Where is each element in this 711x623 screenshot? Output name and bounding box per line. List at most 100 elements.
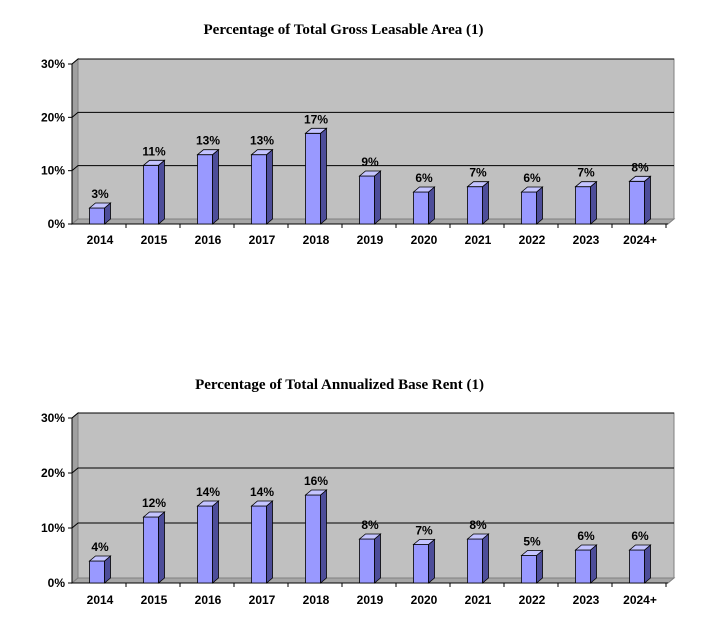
bar-side	[536, 549, 543, 584]
bar-side	[482, 533, 489, 584]
plot-side-wall	[71, 57, 79, 226]
bar-side	[428, 538, 435, 584]
x-tick-label: 2024+	[623, 593, 657, 607]
bar-top	[250, 149, 274, 156]
bar-top	[466, 181, 490, 188]
bar-top	[412, 186, 436, 193]
bar-front	[89, 207, 105, 225]
x-tick-label: 2021	[465, 593, 492, 607]
bar-front	[575, 186, 591, 225]
x-tick-label: 2021	[465, 233, 492, 247]
data-label: 7%	[577, 166, 595, 180]
bar-top	[466, 533, 490, 540]
data-label: 13%	[250, 134, 274, 148]
gridline	[71, 467, 674, 474]
bar-side	[266, 500, 273, 584]
bar-top	[520, 186, 544, 193]
data-label: 8%	[469, 518, 487, 532]
bar-top	[304, 127, 328, 134]
bar	[412, 186, 436, 225]
data-label: 11%	[142, 144, 166, 158]
bar-side	[374, 533, 381, 584]
bar-front	[521, 191, 537, 225]
y-tick-label: 10%	[41, 164, 65, 178]
bar-front	[197, 154, 213, 225]
data-label: 5%	[523, 535, 541, 549]
bar	[304, 127, 328, 225]
bar	[304, 489, 328, 584]
bar-top	[142, 159, 166, 166]
chart-title-base-rent: Percentage of Total Annualized Base Rent…	[195, 377, 484, 393]
bar-top	[358, 170, 382, 177]
x-tick-label: 2020	[411, 593, 438, 607]
data-label: 3%	[91, 187, 109, 201]
bar-side	[590, 544, 597, 584]
y-tick-label: 30%	[41, 411, 65, 425]
x-tick-label: 2017	[249, 593, 276, 607]
bar-front	[521, 555, 537, 584]
bar-front	[413, 191, 429, 225]
bar-top	[358, 533, 382, 540]
bar	[196, 148, 220, 225]
bar	[520, 186, 544, 225]
bar	[196, 500, 220, 584]
y-tick-label: 0%	[48, 217, 66, 231]
bar-side	[644, 175, 651, 225]
bar	[250, 500, 274, 584]
bar-top	[628, 175, 652, 182]
data-label: 7%	[415, 524, 433, 538]
bar-front	[467, 186, 483, 225]
y-tick-label: 20%	[41, 466, 65, 480]
bar-front	[467, 538, 483, 584]
bar-front	[251, 505, 267, 584]
data-label: 9%	[361, 155, 379, 169]
bar	[628, 175, 652, 225]
bar-side	[266, 148, 273, 225]
data-label: 16%	[304, 474, 328, 488]
bar-top	[250, 500, 274, 507]
bar-front	[89, 560, 105, 584]
x-tick-label: 2016	[195, 593, 222, 607]
bar	[574, 544, 598, 584]
bar	[88, 202, 112, 225]
bar-front	[143, 164, 159, 225]
x-tick-label: 2018	[303, 233, 330, 247]
bar-front	[575, 549, 591, 584]
x-tick-label: 2017	[249, 233, 276, 247]
x-tick-label: 2022	[519, 593, 546, 607]
bar-top	[88, 555, 112, 562]
bar-side	[644, 544, 651, 584]
y-tick-label: 0%	[48, 576, 66, 590]
x-tick-label: 2023	[573, 233, 600, 247]
bar	[574, 180, 598, 225]
bar-side	[428, 186, 435, 225]
bar-side	[482, 180, 489, 225]
x-tick-label: 2014	[87, 593, 114, 607]
bar-top	[574, 544, 598, 551]
gridline	[71, 58, 674, 65]
bar	[466, 533, 490, 584]
bar-front	[305, 494, 321, 584]
y-tick-label: 30%	[41, 57, 65, 71]
x-tick-label: 2016	[195, 233, 222, 247]
bar-front	[413, 544, 429, 584]
x-tick-label: 2018	[303, 593, 330, 607]
bar-side	[590, 180, 597, 225]
y-tick-label: 10%	[41, 521, 65, 535]
bar-front	[143, 516, 159, 584]
bar-side	[212, 500, 219, 584]
gridline	[71, 111, 674, 118]
bar-top	[412, 539, 436, 545]
x-tick-label: 2020	[411, 233, 438, 247]
bar-top	[142, 511, 166, 518]
x-tick-label: 2024+	[623, 233, 657, 247]
bar-side	[158, 159, 165, 225]
data-label: 4%	[91, 540, 109, 554]
bar-top	[520, 550, 544, 556]
bar	[358, 170, 382, 225]
x-tick-label: 2015	[141, 593, 168, 607]
plot-side-wall	[71, 411, 79, 585]
chart-1: 0% 10% 20% 30% 3% 2014 11% 2015 13% 2016 13% 2017 17…	[41, 57, 676, 247]
bar-front	[305, 132, 321, 225]
bar-side	[536, 186, 543, 225]
